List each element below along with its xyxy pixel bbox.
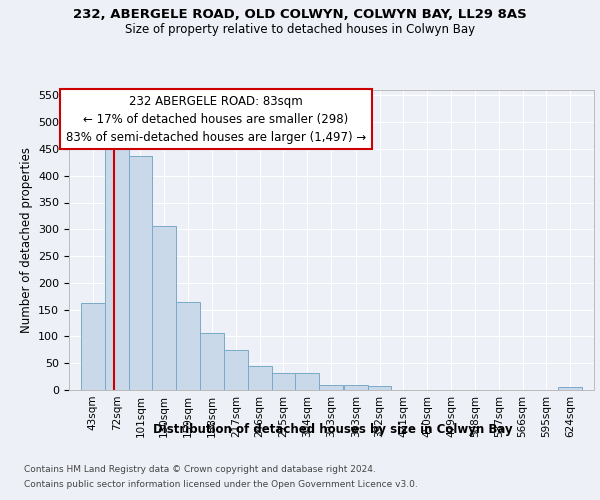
Bar — [128, 156, 152, 390]
Text: 232 ABERGELE ROAD: 83sqm
← 17% of detached houses are smaller (298)
83% of semi-: 232 ABERGELE ROAD: 83sqm ← 17% of detach… — [66, 94, 366, 144]
Bar — [295, 373, 319, 390]
Text: Size of property relative to detached houses in Colwyn Bay: Size of property relative to detached ho… — [125, 22, 475, 36]
Bar — [319, 384, 343, 390]
Bar — [200, 333, 224, 390]
Y-axis label: Number of detached properties: Number of detached properties — [20, 147, 32, 333]
Bar — [558, 388, 582, 390]
Bar — [224, 350, 248, 390]
Bar — [272, 373, 295, 390]
Bar — [81, 302, 105, 390]
Bar — [152, 226, 176, 390]
Text: Distribution of detached houses by size in Colwyn Bay: Distribution of detached houses by size … — [153, 422, 513, 436]
Bar — [176, 302, 200, 390]
Text: 232, ABERGELE ROAD, OLD COLWYN, COLWYN BAY, LL29 8AS: 232, ABERGELE ROAD, OLD COLWYN, COLWYN B… — [73, 8, 527, 20]
Bar — [248, 366, 272, 390]
Bar — [368, 386, 391, 390]
Bar — [105, 149, 128, 390]
Text: Contains HM Land Registry data © Crown copyright and database right 2024.: Contains HM Land Registry data © Crown c… — [24, 465, 376, 474]
Text: Contains public sector information licensed under the Open Government Licence v3: Contains public sector information licen… — [24, 480, 418, 489]
Bar — [344, 384, 368, 390]
